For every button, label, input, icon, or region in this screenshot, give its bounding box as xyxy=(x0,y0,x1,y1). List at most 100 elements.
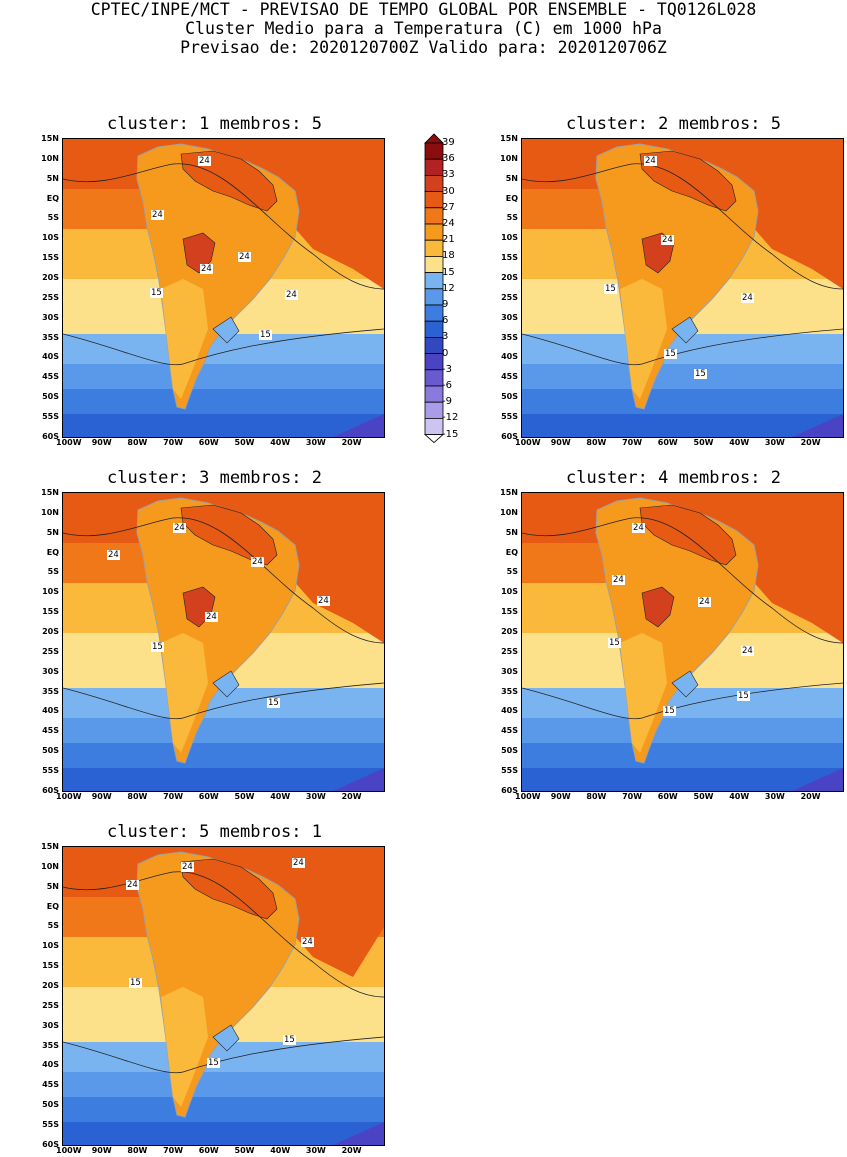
colorbar-label: 21 xyxy=(442,234,455,246)
map-plot-3 xyxy=(63,493,384,791)
figure-header: CPTEC/INPE/MCT - PREVISAO DE TEMPO GLOBA… xyxy=(0,0,847,57)
lat-tick: 5S xyxy=(506,213,518,223)
colorbar-label: 18 xyxy=(442,250,455,262)
contour-label: 24 xyxy=(317,596,330,606)
lon-tick: 50W xyxy=(693,438,714,447)
lat-tick: 20S xyxy=(42,626,59,636)
lat-tick: 55S xyxy=(501,765,518,775)
lat-tick: 55S xyxy=(42,1119,59,1129)
map-panel-4: 24 24 24 24 15 15 15 xyxy=(521,492,844,792)
lat-tick: 10N xyxy=(41,861,59,871)
contour-label: 24 xyxy=(741,646,754,656)
contour-label: 24 xyxy=(292,858,305,868)
lat-tick: 10S xyxy=(501,233,518,243)
contour-label: 24 xyxy=(644,156,657,166)
lon-tick: 70W xyxy=(163,438,184,447)
lat-tick: 10S xyxy=(42,233,59,243)
lat-tick: 50S xyxy=(42,392,59,402)
lat-tick: 5N xyxy=(505,173,518,183)
lon-tick: 100W xyxy=(56,1146,82,1155)
lon-tick: 30W xyxy=(764,438,785,447)
lon-tick: 70W xyxy=(163,1146,184,1155)
colorbar-label: 36 xyxy=(442,153,455,165)
contour-label: 15 xyxy=(150,288,163,298)
contour-label: 15 xyxy=(267,698,280,708)
lon-tick: 50W xyxy=(234,438,255,447)
lon-tick: 30W xyxy=(305,1146,326,1155)
lon-tick: 30W xyxy=(305,792,326,801)
lon-tick: 20W xyxy=(800,792,821,801)
lon-tick: 70W xyxy=(622,792,643,801)
lon-tick: 40W xyxy=(270,792,291,801)
lon-tick: 70W xyxy=(622,438,643,447)
lon-tick: 60W xyxy=(198,792,219,801)
lat-tick: 5N xyxy=(505,527,518,537)
contour-label: 24 xyxy=(612,575,625,585)
lat-tick: 30S xyxy=(42,312,59,322)
lat-tick: 60S xyxy=(501,785,518,795)
lat-tick: 45S xyxy=(42,1080,59,1090)
lat-tick: 35S xyxy=(501,686,518,696)
map-plot-5 xyxy=(63,847,384,1145)
lat-tick: 25S xyxy=(501,292,518,302)
lat-tick: 60S xyxy=(42,1139,59,1149)
lat-tick: 60S xyxy=(42,785,59,795)
contour-label: 15 xyxy=(604,284,617,294)
lat-tick: 35S xyxy=(501,332,518,342)
lon-tick: 100W xyxy=(56,792,82,801)
header-subtitle: Cluster Medio para a Temperatura (C) em … xyxy=(185,19,662,38)
contour-label: 24 xyxy=(173,523,186,533)
lat-tick: 55S xyxy=(501,411,518,421)
lat-tick: 30S xyxy=(501,312,518,322)
contour-label: 15 xyxy=(207,1058,220,1068)
contour-label: 15 xyxy=(259,330,272,340)
colorbar-label: -15 xyxy=(442,428,459,440)
colorbar xyxy=(424,133,444,443)
contour-label: 15 xyxy=(283,1035,296,1045)
contour-label: 24 xyxy=(238,252,251,262)
contour-label: 15 xyxy=(129,978,142,988)
lon-tick: 100W xyxy=(515,438,541,447)
lat-tick: 25S xyxy=(501,646,518,656)
contour-label: 24 xyxy=(107,550,120,560)
lat-tick: 40S xyxy=(42,352,59,362)
contour-label: 24 xyxy=(741,293,754,303)
colorbar-label: 12 xyxy=(442,282,455,294)
contour-label: 24 xyxy=(632,523,645,533)
contour-label: 24 xyxy=(301,937,314,947)
lat-tick: EQ xyxy=(505,547,518,557)
lat-tick: 10N xyxy=(500,507,518,517)
lat-tick: 15N xyxy=(41,842,59,851)
lon-tick: 90W xyxy=(91,438,112,447)
contour-label: 15 xyxy=(737,691,750,701)
lat-tick: 5S xyxy=(506,567,518,577)
lat-tick: 50S xyxy=(42,746,59,756)
lat-tick: 15S xyxy=(42,961,59,971)
lat-tick: 40S xyxy=(42,1060,59,1070)
lat-tick: 60S xyxy=(501,431,518,441)
lon-tick: 50W xyxy=(234,792,255,801)
lat-tick: 10S xyxy=(42,587,59,597)
contour-label: 15 xyxy=(151,642,164,652)
lat-tick: 20S xyxy=(42,272,59,282)
lat-tick: 45S xyxy=(501,726,518,736)
lon-tick: 80W xyxy=(586,792,607,801)
lon-tick: 90W xyxy=(91,792,112,801)
colorbar-label: 0 xyxy=(442,347,449,359)
lat-tick: 55S xyxy=(42,765,59,775)
lon-tick: 20W xyxy=(800,438,821,447)
colorbar-label: 30 xyxy=(442,185,455,197)
lon-tick: 40W xyxy=(270,438,291,447)
lat-tick: EQ xyxy=(46,901,59,911)
lat-tick: 50S xyxy=(42,1100,59,1110)
lon-tick: 90W xyxy=(550,438,571,447)
lat-tick: 5S xyxy=(47,921,59,931)
map-plot-1 xyxy=(63,139,384,437)
lon-tick: 30W xyxy=(764,792,785,801)
colorbar-label: 3 xyxy=(442,331,449,343)
lon-tick: 20W xyxy=(341,792,362,801)
lon-tick: 20W xyxy=(341,438,362,447)
lon-tick: 20W xyxy=(341,1146,362,1155)
panel-title-5: cluster: 5 membros: 1 xyxy=(107,822,322,842)
lon-tick: 30W xyxy=(305,438,326,447)
